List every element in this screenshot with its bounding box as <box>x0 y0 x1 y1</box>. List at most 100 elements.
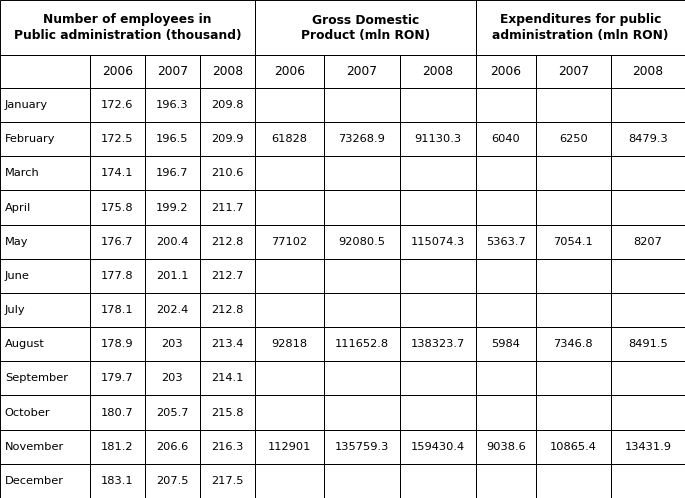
Bar <box>610 395 685 430</box>
Text: 215.8: 215.8 <box>211 407 244 418</box>
Bar <box>90 225 145 259</box>
Bar <box>255 293 324 327</box>
Bar <box>90 430 145 464</box>
Text: 10865.4: 10865.4 <box>550 442 597 452</box>
Text: March: March <box>5 168 40 178</box>
Bar <box>200 362 255 395</box>
Bar <box>324 362 400 395</box>
Text: 7054.1: 7054.1 <box>553 237 593 247</box>
Text: 202.4: 202.4 <box>156 305 188 315</box>
Bar <box>0 191 90 225</box>
Text: 8479.3: 8479.3 <box>628 134 668 144</box>
Text: Expenditures for public
administration (mln RON): Expenditures for public administration (… <box>492 13 669 41</box>
Text: 2008: 2008 <box>212 65 243 78</box>
Text: 174.1: 174.1 <box>101 168 134 178</box>
Bar <box>90 88 145 122</box>
Bar <box>400 225 475 259</box>
Bar <box>200 191 255 225</box>
Text: Gross Domestic
Product (mln RON): Gross Domestic Product (mln RON) <box>301 13 429 41</box>
Bar <box>475 430 536 464</box>
Bar <box>0 156 90 191</box>
Bar <box>0 0 255 55</box>
Text: 196.3: 196.3 <box>156 100 188 110</box>
Bar <box>90 259 145 293</box>
Text: 115074.3: 115074.3 <box>410 237 464 247</box>
Bar <box>0 88 90 122</box>
Bar <box>536 55 610 88</box>
Text: 178.1: 178.1 <box>101 305 134 315</box>
Bar <box>145 395 200 430</box>
Text: 6250: 6250 <box>559 134 588 144</box>
Bar <box>255 191 324 225</box>
Bar <box>324 430 400 464</box>
Bar <box>610 430 685 464</box>
Text: 138323.7: 138323.7 <box>410 339 464 349</box>
Bar <box>90 122 145 156</box>
Bar <box>610 156 685 191</box>
Bar <box>475 191 536 225</box>
Text: 212.8: 212.8 <box>211 305 244 315</box>
Bar <box>0 464 90 498</box>
Text: September: September <box>5 374 68 383</box>
Text: 2006: 2006 <box>274 65 305 78</box>
Bar <box>610 225 685 259</box>
Bar <box>255 122 324 156</box>
Bar <box>610 88 685 122</box>
Bar <box>255 156 324 191</box>
Bar <box>0 122 90 156</box>
Text: 206.6: 206.6 <box>156 442 188 452</box>
Bar <box>90 327 145 362</box>
Bar <box>610 362 685 395</box>
Text: 159430.4: 159430.4 <box>410 442 464 452</box>
Bar <box>400 88 475 122</box>
Bar <box>536 122 610 156</box>
Text: 135759.3: 135759.3 <box>334 442 389 452</box>
Bar <box>145 225 200 259</box>
Bar <box>610 122 685 156</box>
Bar <box>255 0 475 55</box>
Bar <box>536 395 610 430</box>
Bar <box>255 395 324 430</box>
Text: 111652.8: 111652.8 <box>335 339 389 349</box>
Bar <box>536 156 610 191</box>
Bar <box>400 156 475 191</box>
Bar <box>475 156 536 191</box>
Bar <box>610 327 685 362</box>
Bar <box>145 327 200 362</box>
Text: 172.6: 172.6 <box>101 100 134 110</box>
Text: 6040: 6040 <box>491 134 520 144</box>
Bar <box>400 122 475 156</box>
Bar <box>475 259 536 293</box>
Text: 216.3: 216.3 <box>211 442 244 452</box>
Text: 196.5: 196.5 <box>156 134 188 144</box>
Bar <box>475 362 536 395</box>
Bar <box>255 464 324 498</box>
Text: July: July <box>5 305 25 315</box>
Bar <box>324 259 400 293</box>
Bar <box>324 395 400 430</box>
Bar <box>536 430 610 464</box>
Bar <box>145 55 200 88</box>
Bar <box>0 55 90 88</box>
Text: 199.2: 199.2 <box>156 203 188 213</box>
Text: February: February <box>5 134 55 144</box>
Bar <box>145 362 200 395</box>
Text: 175.8: 175.8 <box>101 203 134 213</box>
Bar <box>610 464 685 498</box>
Bar <box>255 430 324 464</box>
Bar <box>400 191 475 225</box>
Text: 172.5: 172.5 <box>101 134 134 144</box>
Bar <box>90 156 145 191</box>
Text: 2008: 2008 <box>422 65 453 78</box>
Text: 180.7: 180.7 <box>101 407 134 418</box>
Bar <box>475 88 536 122</box>
Bar <box>255 327 324 362</box>
Bar <box>200 395 255 430</box>
Text: December: December <box>5 476 64 486</box>
Bar <box>475 327 536 362</box>
Bar <box>90 395 145 430</box>
Text: 210.6: 210.6 <box>211 168 244 178</box>
Text: 92080.5: 92080.5 <box>338 237 385 247</box>
Bar <box>145 191 200 225</box>
Bar <box>90 362 145 395</box>
